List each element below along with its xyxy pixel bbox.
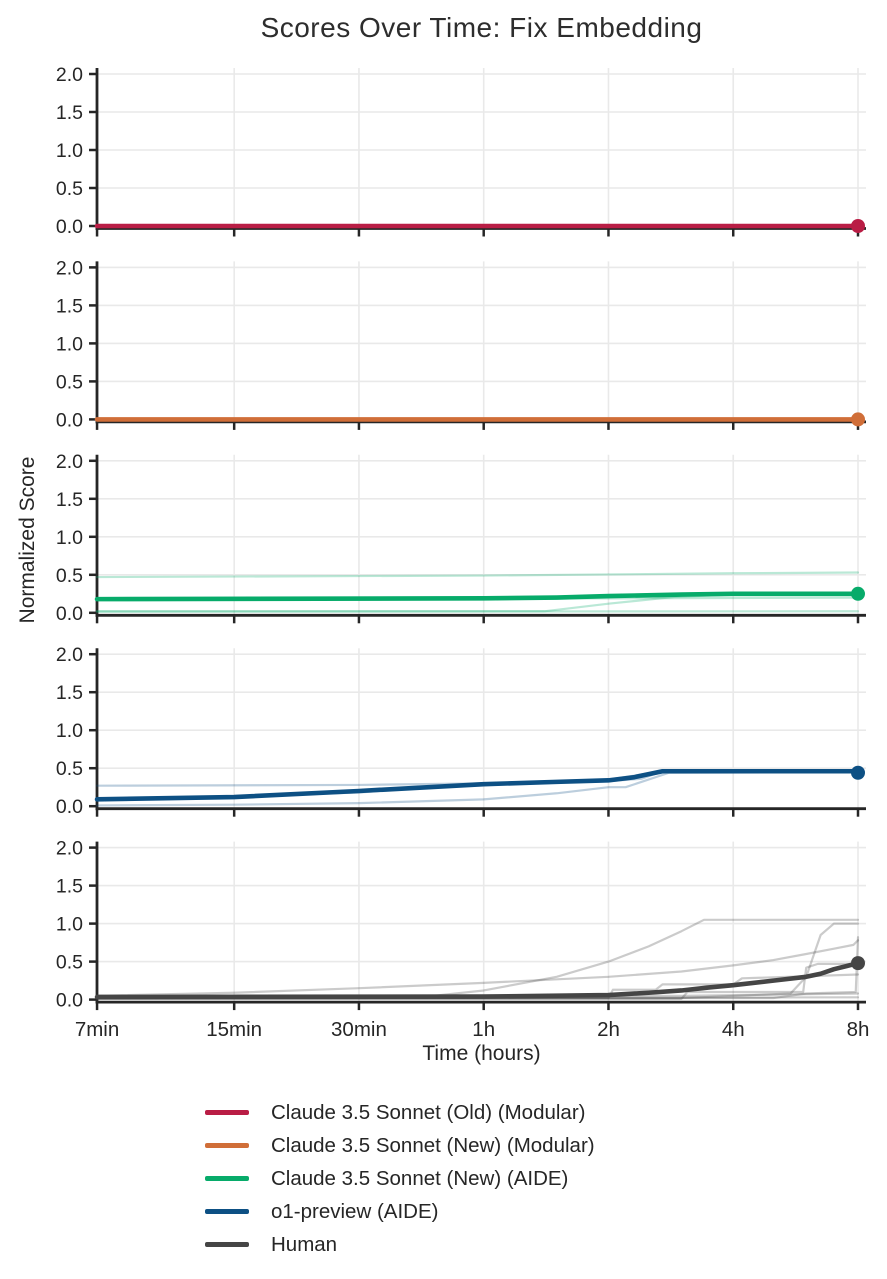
endpoint-marker [851,765,865,780]
subplot-human: 0.0 0.5 1.0 1.5 2.0 [56,838,866,1012]
y-tick-label: 0.5 [56,178,83,200]
x-tick-label: 1h [472,1018,495,1041]
y-axis-title: Normalized Score [16,456,39,624]
y-tick-label: 0.5 [56,758,83,780]
y-tick-label: 1.0 [56,720,83,742]
endpoint-marker [851,219,865,233]
y-tick-label: 1.0 [56,140,83,162]
subplot-claude-3-5-sonnet-new-modular: 0.0 0.5 1.0 1.5 2.0 [56,257,866,431]
y-tick-label: 1.5 [56,295,83,317]
legend-label: Claude 3.5 Sonnet (New) (AIDE) [271,1166,569,1190]
y-tick-label: 1.0 [56,914,83,936]
legend-item-human: Human [205,1228,595,1261]
legend-label: Human [271,1232,338,1256]
chart-title: Scores Over Time: Fix Embedding [260,12,703,43]
legend-swatch-icon [205,1176,249,1181]
legend-label: o1-preview (AIDE) [271,1199,439,1223]
y-tick-label: 2.0 [56,838,83,860]
mean-line [94,960,861,1000]
y-tick-label: 0.5 [56,371,83,393]
y-tick-label: 2.0 [56,64,83,86]
y-tick-label: 0.0 [56,409,83,431]
y-tick-label: 1.5 [56,876,83,898]
y-tick-label: 1.0 [56,333,83,355]
run-line [95,939,860,997]
run-line [95,571,860,579]
legend-label: Claude 3.5 Sonnet (New) (Modular) [271,1133,595,1157]
x-tick-label: 4h [722,1018,745,1041]
x-tick-label: 30min [331,1018,387,1041]
legend-item-claude-3-5-sonnet-new-aide: Claude 3.5 Sonnet (New) (AIDE) [205,1162,595,1195]
subplot-o1-preview-aide: 0.0 0.5 1.0 1.5 2.0 [56,644,866,818]
y-tick-label: 0.5 [56,565,83,587]
y-tick-label: 0.0 [56,990,83,1012]
run-line [95,770,860,807]
subplot-claude-3-5-sonnet-old-modular: 0.0 0.5 1.0 1.5 2.0 [56,64,866,238]
x-tick-label: 7min [75,1018,119,1041]
run-line [95,918,860,1000]
mean-line [94,768,861,802]
legend-item-claude-3-5-sonnet-old-modular: Claude 3.5 Sonnet (Old) (Modular) [205,1096,595,1129]
x-tick-label: 2h [597,1018,620,1041]
y-tick-label: 1.5 [56,489,83,511]
subplot-claude-3-5-sonnet-new-aide: 0.0 0.5 1.0 1.5 2.0 [56,451,866,625]
endpoint-marker [851,586,865,601]
y-tick-label: 1.5 [56,682,83,704]
y-tick-label: 0.0 [56,603,83,625]
legend: Claude 3.5 Sonnet (Old) (Modular) Claude … [205,1096,595,1261]
x-tick-label: 15min [206,1018,262,1041]
legend-label: Claude 3.5 Sonnet (Old) (Modular) [271,1100,586,1124]
legend-swatch-icon [205,1143,249,1148]
legend-swatch-icon [205,1209,249,1214]
y-tick-label: 1.0 [56,527,83,549]
legend-swatch-icon [205,1110,249,1115]
run-line [95,962,860,1000]
run-line [95,936,860,1000]
y-tick-label: 2.0 [56,644,83,666]
y-tick-label: 0.0 [56,216,83,238]
endpoint-marker [851,412,865,427]
y-tick-label: 0.5 [56,952,83,974]
y-tick-label: 2.0 [56,257,83,279]
x-axis-title: Time (hours) [422,1042,541,1065]
y-tick-label: 2.0 [56,451,83,473]
endpoint-marker [851,956,865,971]
legend-swatch-icon [205,1242,249,1247]
legend-item-o1-preview-aide: o1-preview (AIDE) [205,1195,595,1228]
y-tick-label: 0.0 [56,796,83,818]
x-tick-label: 8h [847,1018,870,1041]
mean-line [94,591,861,602]
legend-item-claude-3-5-sonnet-new-modular: Claude 3.5 Sonnet (New) (Modular) [205,1129,595,1162]
y-tick-label: 1.5 [56,102,83,124]
plot-area: 0.0 0.5 1.0 1.5 2.0 0.0 0.5 1.0 1.5 2.0 0.0 0.5 1.0 1… [56,64,870,1041]
